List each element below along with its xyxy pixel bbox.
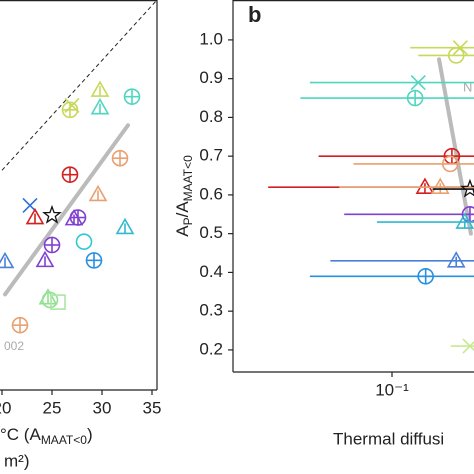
y-tick-label: 1.0 bbox=[199, 29, 223, 48]
y-tick-label: 0.7 bbox=[199, 146, 223, 165]
data-point bbox=[50, 294, 66, 310]
data-point bbox=[88, 184, 108, 202]
label-part: ) bbox=[87, 425, 93, 444]
annotation: N bbox=[463, 79, 472, 94]
data-point bbox=[90, 98, 110, 115]
data-point bbox=[25, 207, 45, 225]
marker-shape bbox=[455, 212, 474, 229]
marker-shape bbox=[50, 294, 66, 310]
data-point bbox=[410, 74, 426, 91]
data-point bbox=[11, 316, 29, 334]
data-point bbox=[61, 101, 79, 119]
panel-label: b bbox=[248, 2, 261, 27]
x-axis-label: Thermal diffusi bbox=[333, 429, 444, 448]
data-point bbox=[111, 149, 129, 167]
x-tick-label: 25 bbox=[43, 398, 62, 417]
data-point bbox=[455, 212, 474, 229]
marker-shape bbox=[88, 184, 108, 202]
y-tick-label: 0.4 bbox=[199, 262, 223, 281]
marker-shape bbox=[430, 177, 450, 194]
marker-shape bbox=[41, 291, 59, 309]
label-part: MAAT<0 bbox=[181, 155, 195, 201]
marker-shape bbox=[64, 209, 84, 226]
data-point bbox=[75, 233, 93, 250]
data-point bbox=[0, 251, 15, 269]
marker-shape bbox=[462, 338, 474, 354]
y-tick-label: 0.3 bbox=[199, 301, 223, 320]
label-part: MAAT<0 bbox=[41, 433, 87, 447]
annotation: 002 bbox=[4, 339, 24, 353]
data-point bbox=[417, 267, 434, 285]
data-point bbox=[415, 177, 435, 194]
marker-shape bbox=[64, 97, 80, 114]
x-axis-label: m²) bbox=[4, 451, 29, 470]
y-tick-label: 0.6 bbox=[199, 184, 223, 203]
data-point bbox=[447, 47, 465, 64]
x-tick-label: 35 bbox=[143, 398, 162, 417]
y-tick-label: 0.2 bbox=[199, 339, 223, 358]
marker-shape bbox=[0, 251, 15, 269]
x-tick-label: 20 bbox=[0, 398, 11, 417]
marker-shape bbox=[415, 177, 435, 194]
data-point bbox=[61, 166, 79, 183]
data-point bbox=[446, 251, 466, 268]
x-tick-label: 30 bbox=[93, 398, 112, 417]
data-point bbox=[90, 80, 110, 97]
data-point bbox=[406, 89, 424, 107]
marker-shape bbox=[452, 40, 468, 56]
data-point bbox=[452, 40, 468, 56]
data-point bbox=[64, 209, 84, 226]
y-tick-label: 0.9 bbox=[199, 68, 223, 87]
label-part: P bbox=[181, 217, 195, 225]
marker-shape bbox=[460, 178, 474, 198]
marker-shape bbox=[42, 204, 62, 224]
data-point bbox=[64, 97, 80, 114]
marker-shape bbox=[75, 233, 93, 250]
data-point bbox=[115, 217, 135, 235]
fit-line bbox=[437, 57, 473, 236]
fit-line bbox=[3, 123, 130, 297]
data-point bbox=[460, 178, 474, 198]
marker-shape bbox=[90, 98, 110, 115]
one-to-one-line bbox=[1, 0, 158, 171]
marker-shape bbox=[410, 74, 426, 91]
label-part: A bbox=[173, 225, 192, 237]
data-point bbox=[441, 155, 459, 173]
data-point bbox=[41, 291, 59, 309]
data-point bbox=[123, 88, 141, 105]
data-point bbox=[85, 252, 103, 269]
marker-shape bbox=[441, 155, 459, 173]
marker-shape bbox=[446, 251, 466, 268]
x-tick-label: 10⁻¹ bbox=[375, 380, 409, 399]
data-point bbox=[430, 177, 450, 194]
label-part: °C (A bbox=[0, 425, 41, 444]
y-tick-label: 0.8 bbox=[199, 107, 223, 126]
data-point bbox=[35, 250, 55, 268]
marker-shape bbox=[447, 47, 465, 64]
data-point bbox=[42, 204, 62, 224]
label-part: /A bbox=[173, 201, 192, 218]
x-axis-label: °C (AMAAT<0) bbox=[0, 425, 93, 447]
y-axis-label: AP/AMAAT<0 bbox=[173, 155, 195, 237]
data-point bbox=[462, 338, 474, 354]
data-point bbox=[43, 236, 61, 254]
y-tick-label: 0.5 bbox=[199, 223, 223, 242]
